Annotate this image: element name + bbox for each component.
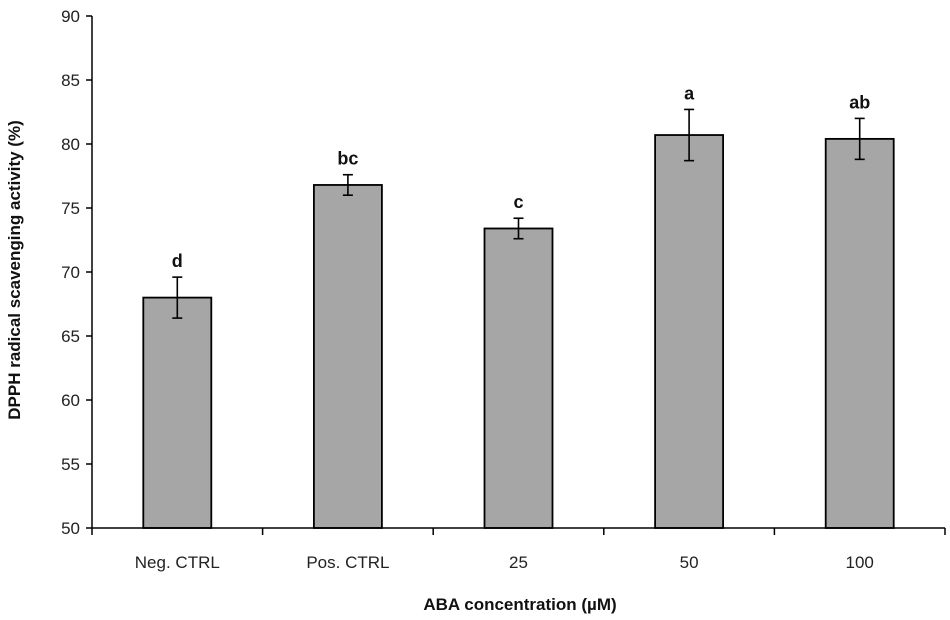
error-bar — [854, 117, 865, 161]
y-tick-label: 85 — [61, 71, 80, 90]
bars: d bc c a ab — [142, 83, 895, 529]
x-axis-title: ABA concentration (µM) — [423, 595, 616, 614]
y-tick-label: 80 — [61, 135, 80, 154]
bar-neg-ctrl — [142, 296, 213, 529]
x-tick-label: Pos. CTRL — [306, 553, 389, 572]
bar-50 — [654, 134, 724, 529]
y-tick-label: 60 — [61, 391, 80, 410]
y-tick-label: 70 — [61, 263, 80, 282]
x-tick-label: 25 — [509, 553, 528, 572]
significance-letter: c — [513, 192, 523, 212]
y-tick-label: 65 — [61, 327, 80, 346]
error-bar — [172, 276, 183, 319]
error-bar — [513, 217, 524, 240]
x-tick-label: 50 — [680, 553, 699, 572]
x-tick-label: Neg. CTRL — [135, 553, 220, 572]
y-tick-label: 50 — [61, 519, 80, 538]
significance-letter: d — [172, 251, 183, 271]
y-tick-label: 55 — [61, 455, 80, 474]
bar-pos-ctrl — [312, 184, 383, 529]
significance-letter: a — [684, 83, 695, 103]
y-axis-title: DPPH radical scavenging activity (%) — [5, 120, 24, 420]
x-tick-label: 100 — [846, 553, 874, 572]
y-tick-label: 90 — [61, 7, 80, 26]
bar-100 — [824, 137, 895, 529]
significance-letter: ab — [849, 92, 870, 112]
error-bar — [684, 108, 695, 162]
x-axis-ticks: Neg. CTRL Pos. CTRL 25 50 100 — [91, 528, 946, 572]
significance-letter: bc — [337, 149, 358, 169]
y-tick-label: 75 — [61, 199, 80, 218]
bar-25 — [483, 227, 554, 529]
y-axis-ticks: 50 55 60 65 70 75 80 85 90 — [61, 7, 92, 538]
error-bar — [342, 173, 353, 196]
